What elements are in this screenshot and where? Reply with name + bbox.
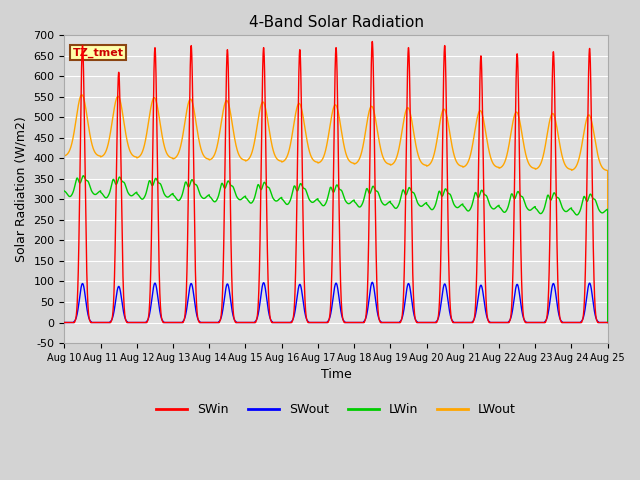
X-axis label: Time: Time (321, 368, 351, 381)
Title: 4-Band Solar Radiation: 4-Band Solar Radiation (248, 15, 424, 30)
Legend: SWin, SWout, LWin, LWout: SWin, SWout, LWin, LWout (151, 398, 521, 421)
Y-axis label: Solar Radiation (W/m2): Solar Radiation (W/m2) (15, 116, 28, 262)
Text: TZ_tmet: TZ_tmet (72, 48, 124, 58)
